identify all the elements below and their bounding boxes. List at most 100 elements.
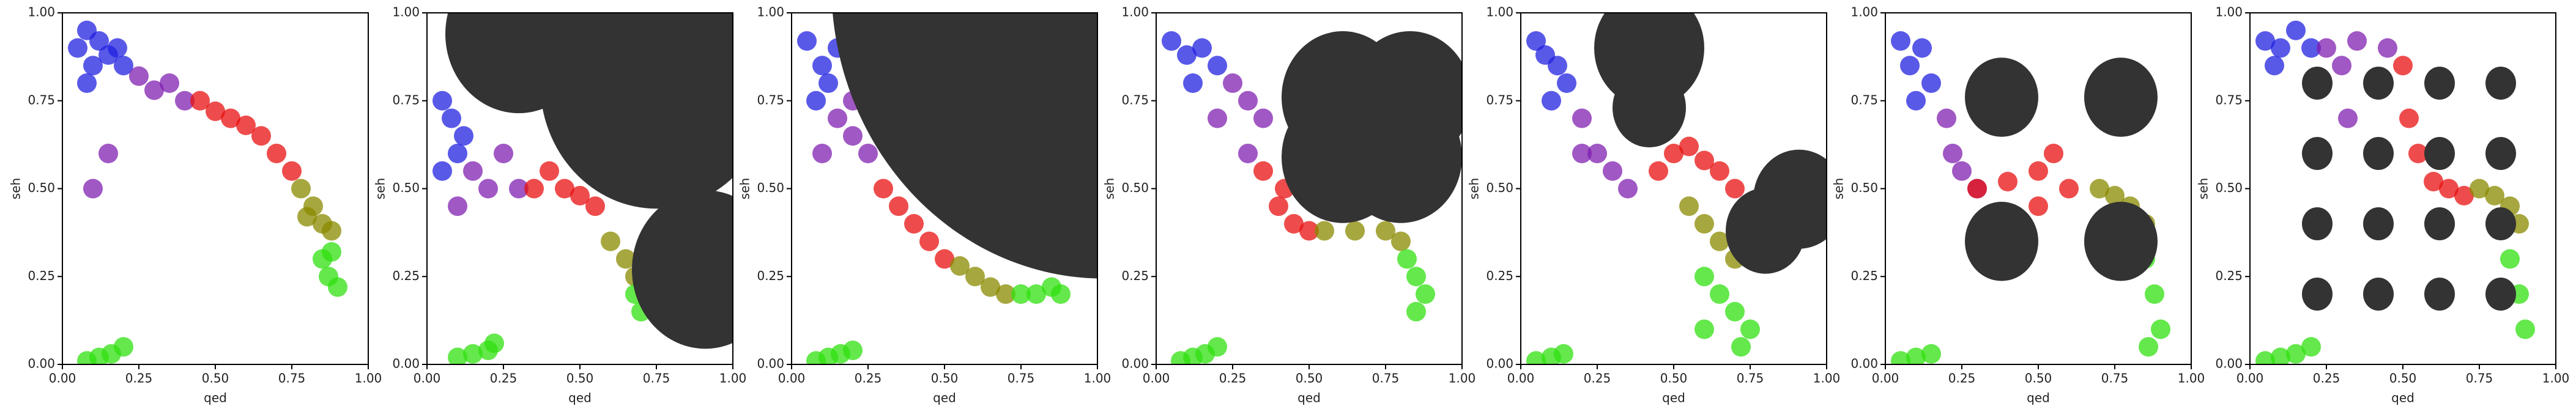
x-tick-label: 0.00	[414, 371, 441, 386]
y-tick-label: 0.25	[1121, 268, 1149, 283]
points	[797, 13, 1097, 364]
point	[806, 90, 826, 111]
y-tick-label: 0.50	[392, 180, 420, 195]
obstacle	[2363, 137, 2394, 170]
point	[2500, 249, 2520, 269]
x-tick-label: 0.25	[125, 371, 153, 386]
obstacle	[2084, 201, 2158, 281]
obstacle	[632, 190, 733, 349]
obstacle	[2424, 67, 2455, 100]
y-tick-label: 1.00	[28, 5, 55, 20]
panel: 0.00 0.25 0.50 0.75 1.00 0.00 0.25 0.50 0.75 1.00…	[1832, 5, 2205, 405]
point	[858, 144, 878, 163]
point	[1679, 136, 1699, 157]
obstacle	[1965, 57, 2038, 137]
panel: 0.00 0.25 0.50 0.75 1.00 0.00 0.25 0.50 0.75 1.00…	[2196, 5, 2570, 405]
point	[1406, 267, 1426, 287]
point	[282, 161, 302, 181]
x-axis-label: qed	[1297, 391, 1321, 405]
point	[83, 56, 103, 76]
y-tick-label: 0.50	[1486, 180, 1513, 195]
y-tick-label: 0.75	[1121, 92, 1149, 107]
point	[1906, 347, 1926, 364]
y-axis-label: seh	[738, 178, 752, 199]
point	[950, 256, 970, 276]
point	[1253, 108, 1273, 128]
panel: 0.00 0.25 0.50 0.75 1.00 0.00 0.25 0.50 0.75 1.00…	[1102, 5, 1476, 405]
y-tick-label: 1.00	[2215, 5, 2243, 20]
panel: 0.00 0.25 0.50 0.75 1.00 0.00 0.25 0.50 0.75 1.00…	[9, 5, 382, 405]
x-tick-label: 0.50	[2025, 371, 2052, 386]
point	[904, 214, 924, 234]
x-axis-label: qed	[933, 391, 956, 405]
x-tick-label: 0.25	[2313, 371, 2340, 386]
obstacle	[1753, 149, 1827, 249]
x-tick-label: 0.75	[1737, 371, 1764, 386]
point	[160, 73, 179, 93]
point	[2286, 344, 2306, 364]
points	[1162, 31, 1462, 364]
point	[2286, 20, 2306, 40]
y-axis-label: seh	[2196, 178, 2211, 199]
point	[2105, 186, 2125, 205]
point	[797, 31, 817, 51]
x-tick-label: 1.00	[355, 371, 382, 386]
point	[1554, 344, 1573, 364]
y-tick-label: 0.25	[2215, 268, 2243, 283]
y-axis-label: seh	[373, 178, 388, 199]
point	[2338, 108, 2358, 128]
obstacle	[2485, 67, 2516, 100]
obstacle	[2363, 278, 2394, 311]
x-tick-label: 0.25	[855, 371, 882, 386]
panel: 0.00 0.25 0.50 0.75 1.00 0.00 0.25 0.50 0.75 1.00…	[738, 5, 1112, 405]
point	[1694, 150, 1714, 171]
y-tick-label: 0.00	[757, 356, 784, 371]
point	[1731, 337, 1751, 357]
point	[1183, 73, 1203, 93]
point	[328, 277, 347, 297]
point	[221, 108, 240, 128]
point	[1900, 56, 1920, 76]
point	[1526, 351, 1546, 364]
point	[89, 31, 109, 51]
point	[1406, 301, 1426, 322]
obstacle	[2302, 67, 2333, 100]
point	[236, 116, 256, 135]
point	[1315, 221, 1334, 241]
point	[267, 144, 286, 163]
point	[1299, 221, 1319, 241]
point	[812, 144, 832, 163]
point	[2454, 186, 2474, 205]
point	[2485, 186, 2504, 205]
point	[108, 38, 127, 58]
point	[144, 80, 164, 100]
y-tick-label: 0.00	[1850, 356, 1878, 371]
point	[478, 179, 498, 199]
point	[524, 179, 544, 199]
point	[98, 144, 118, 163]
point	[1572, 108, 1592, 128]
point	[463, 344, 483, 364]
point	[175, 90, 195, 111]
x-axis-label: qed	[2391, 391, 2415, 405]
point	[463, 161, 483, 181]
point	[1208, 337, 1227, 357]
point	[1208, 108, 1227, 128]
point	[1557, 73, 1576, 93]
point	[818, 73, 838, 93]
point	[484, 333, 504, 353]
point	[68, 38, 87, 58]
obstacle	[2302, 137, 2333, 170]
point	[1952, 161, 1972, 181]
x-tick-label: 0.75	[278, 371, 306, 386]
point	[1208, 56, 1227, 76]
y-tick-label: 1.00	[1486, 5, 1513, 20]
x-tick-label: 0.75	[1008, 371, 1035, 386]
x-axis-label: qed	[1662, 391, 1685, 405]
point	[1937, 108, 1956, 128]
x-tick-label: 0.50	[566, 371, 594, 386]
point	[2301, 38, 2321, 58]
point	[1238, 90, 1258, 111]
point	[322, 242, 341, 262]
y-axis-label: seh	[1467, 178, 1482, 199]
